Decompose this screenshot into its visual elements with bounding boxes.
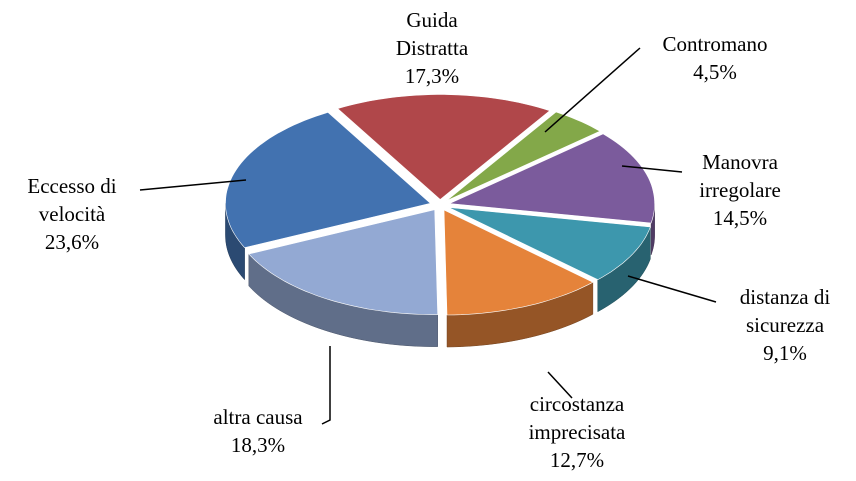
slice [446, 111, 601, 202]
slice [225, 112, 432, 249]
leader-line [544, 47, 641, 133]
value-label: 9,1% [763, 341, 807, 365]
slice-label: Contromano 4,5% [615, 30, 815, 86]
leader-line [139, 179, 247, 191]
slice-label: circostanza imprecisata 12,7% [517, 390, 637, 474]
category: Eccesso di velocità [27, 174, 117, 226]
slice [337, 94, 551, 200]
category: Contromano [662, 32, 768, 56]
category: circostanza imprecisata [528, 392, 626, 444]
value-label: 4,5% [693, 60, 737, 84]
leader-line [547, 371, 573, 399]
slice-label: Manovra irregolare 14,5% [685, 148, 795, 232]
slice [443, 209, 594, 316]
category: Guida Distratta [395, 8, 469, 60]
category: distanza di sicurezza [739, 285, 831, 337]
slice [448, 207, 651, 281]
slice-label: Eccesso di velocità 23,6% [10, 172, 135, 256]
slice-label: Guida Distratta 17,3% [377, 6, 487, 90]
value-label: 12,7% [549, 448, 605, 472]
value-label: 18,3% [230, 433, 286, 457]
value-label: 23,6% [44, 230, 100, 254]
slice [248, 209, 439, 315]
leader-line [627, 275, 717, 303]
value-label: 14,5% [712, 206, 768, 230]
category: altra causa [213, 405, 303, 429]
slice-label: distanza di sicurezza 9,1% [720, 283, 850, 367]
leader-line [621, 165, 683, 173]
slice [448, 133, 655, 224]
slice-label: altra causa 18,3% [173, 403, 343, 459]
value-label: 17,3% [404, 64, 460, 88]
leader-line [321, 346, 331, 425]
category: Manovra irregolare [699, 150, 781, 202]
